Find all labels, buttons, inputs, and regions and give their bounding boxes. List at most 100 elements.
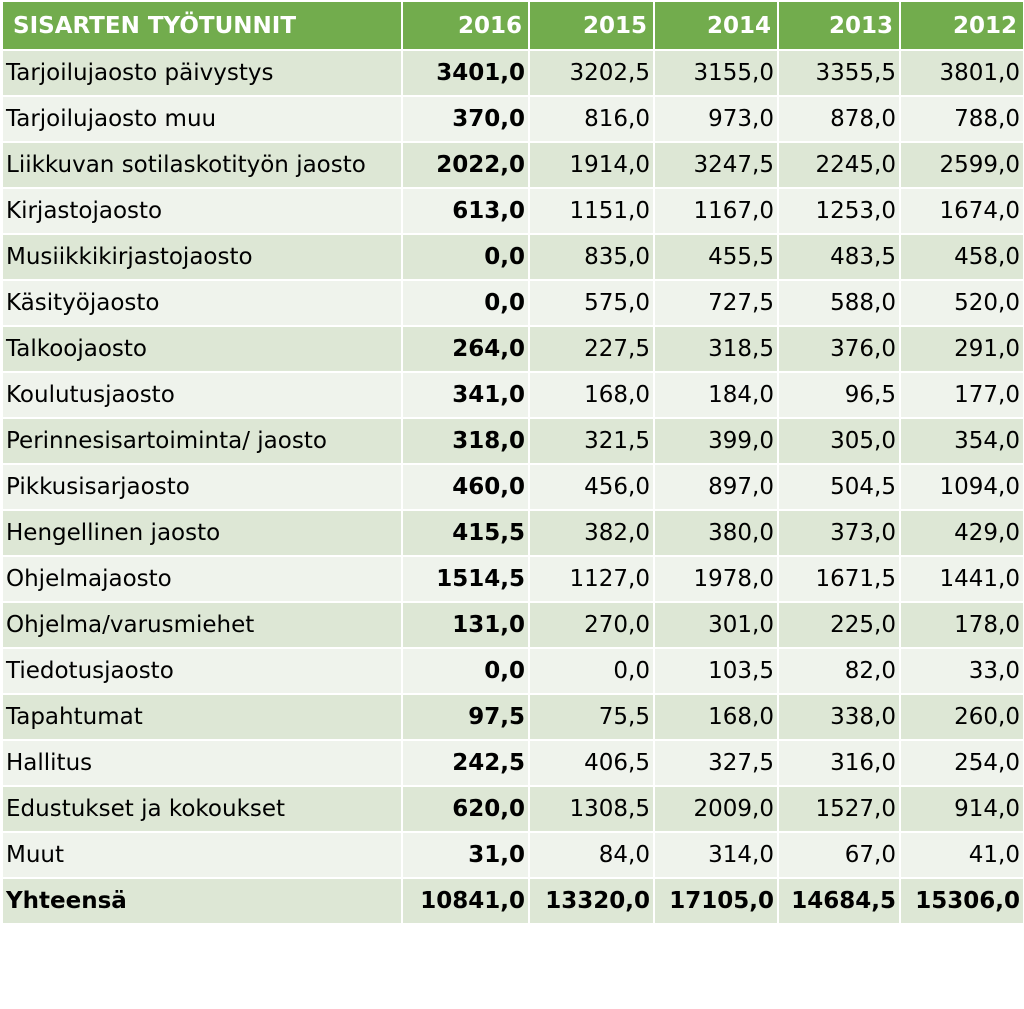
cell-value: 3801,0	[899, 49, 1024, 97]
cell-value: 10841,0	[401, 877, 530, 925]
row-label: Tiedotusjaosto	[1, 647, 403, 695]
cell-value: 2599,0	[899, 141, 1024, 189]
cell-value: 1167,0	[653, 187, 779, 235]
cell-value: 1308,5	[528, 785, 655, 833]
cell-value: 0,0	[401, 647, 530, 695]
table-row: Muut 31,0 84,0 314,0 67,0 41,0	[1, 831, 1024, 879]
table-row: Kirjastojaosto 613,0 1151,0 1167,0 1253,0 167…	[1, 187, 1024, 235]
table-row: Tarjoilujaosto muu 370,0 816,0 973,0 878,0 78…	[1, 95, 1024, 143]
cell-value: 1514,5	[401, 555, 530, 603]
table-row: Perinnesisartoiminta/ jaosto 318,0 321,5 39…	[1, 417, 1024, 465]
cell-value: 3202,5	[528, 49, 655, 97]
row-label: Perinnesisartoiminta/ jaosto	[1, 417, 403, 465]
cell-value: 897,0	[653, 463, 779, 511]
cell-value: 458,0	[899, 233, 1024, 281]
total-row: Yhteensä 10841,0 13320,0 17105,0 14684,5 1530…	[1, 877, 1024, 925]
row-label: Talkoojaosto	[1, 325, 403, 373]
cell-value: 225,0	[777, 601, 901, 649]
table-row: Tapahtumat 97,5 75,5 168,0 338,0 260,0	[1, 693, 1024, 741]
cell-value: 318,5	[653, 325, 779, 373]
cell-value: 483,5	[777, 233, 901, 281]
cell-value: 1527,0	[777, 785, 901, 833]
cell-value: 370,0	[401, 95, 530, 143]
row-label: Pikkusisarjaosto	[1, 463, 403, 511]
cell-value: 168,0	[528, 371, 655, 419]
cell-value: 354,0	[899, 417, 1024, 465]
cell-value: 456,0	[528, 463, 655, 511]
cell-value: 1253,0	[777, 187, 901, 235]
header-year-2014: 2014	[653, 0, 779, 51]
table-row: Hallitus 242,5 406,5 327,5 316,0 254,0	[1, 739, 1024, 787]
cell-value: 103,5	[653, 647, 779, 695]
cell-value: 3355,5	[777, 49, 901, 97]
cell-value: 14684,5	[777, 877, 901, 925]
cell-value: 82,0	[777, 647, 901, 695]
cell-value: 2022,0	[401, 141, 530, 189]
cell-value: 613,0	[401, 187, 530, 235]
cell-value: 382,0	[528, 509, 655, 557]
cell-value: 227,5	[528, 325, 655, 373]
cell-value: 17105,0	[653, 877, 779, 925]
cell-value: 75,5	[528, 693, 655, 741]
table-row: Tarjoilujaosto päivystys 3401,0 3202,5 3155…	[1, 49, 1024, 97]
row-label: Hallitus	[1, 739, 403, 787]
table-row: Edustukset ja kokoukset 620,0 1308,5 2009,0…	[1, 785, 1024, 833]
cell-value: 520,0	[899, 279, 1024, 327]
cell-value: 270,0	[528, 601, 655, 649]
cell-value: 260,0	[899, 693, 1024, 741]
header-year-2013: 2013	[777, 0, 901, 51]
cell-value: 878,0	[777, 95, 901, 143]
cell-value: 376,0	[777, 325, 901, 373]
table-row: Ohjelmajaosto 1514,5 1127,0 1978,0 1671,5 144…	[1, 555, 1024, 603]
cell-value: 0,0	[528, 647, 655, 695]
work-hours-table: SISARTEN TYÖTUNNIT 2016 2015 2014 2013 2…	[1, 0, 1024, 925]
cell-value: 341,0	[401, 371, 530, 419]
cell-value: 0,0	[401, 233, 530, 281]
cell-value: 321,5	[528, 417, 655, 465]
header-year-2016: 2016	[401, 0, 530, 51]
row-label: Tapahtumat	[1, 693, 403, 741]
table-header: SISARTEN TYÖTUNNIT 2016 2015 2014 2013 2…	[1, 0, 1024, 51]
cell-value: 1671,5	[777, 555, 901, 603]
row-label: Tarjoilujaosto päivystys	[1, 49, 403, 97]
cell-value: 96,5	[777, 371, 901, 419]
row-label: Ohjelma/varusmiehet	[1, 601, 403, 649]
cell-value: 301,0	[653, 601, 779, 649]
table-row: Hengellinen jaosto 415,5 382,0 380,0 373,0 42…	[1, 509, 1024, 557]
cell-value: 380,0	[653, 509, 779, 557]
cell-value: 67,0	[777, 831, 901, 879]
row-label: Hengellinen jaosto	[1, 509, 403, 557]
cell-value: 1127,0	[528, 555, 655, 603]
cell-value: 1151,0	[528, 187, 655, 235]
cell-value: 835,0	[528, 233, 655, 281]
cell-value: 327,5	[653, 739, 779, 787]
cell-value: 184,0	[653, 371, 779, 419]
cell-value: 3155,0	[653, 49, 779, 97]
cell-value: 2245,0	[777, 141, 901, 189]
cell-value: 429,0	[899, 509, 1024, 557]
header-title: SISARTEN TYÖTUNNIT	[1, 0, 403, 51]
cell-value: 788,0	[899, 95, 1024, 143]
cell-value: 406,5	[528, 739, 655, 787]
cell-value: 291,0	[899, 325, 1024, 373]
cell-value: 338,0	[777, 693, 901, 741]
cell-value: 13320,0	[528, 877, 655, 925]
cell-value: 460,0	[401, 463, 530, 511]
cell-value: 177,0	[899, 371, 1024, 419]
table-row: Tiedotusjaosto 0,0 0,0 103,5 82,0 33,0	[1, 647, 1024, 695]
cell-value: 1094,0	[899, 463, 1024, 511]
cell-value: 0,0	[401, 279, 530, 327]
cell-value: 178,0	[899, 601, 1024, 649]
cell-value: 1914,0	[528, 141, 655, 189]
cell-value: 31,0	[401, 831, 530, 879]
header-year-2012: 2012	[899, 0, 1024, 51]
row-label: Muut	[1, 831, 403, 879]
cell-value: 415,5	[401, 509, 530, 557]
cell-value: 316,0	[777, 739, 901, 787]
cell-value: 914,0	[899, 785, 1024, 833]
cell-value: 3247,5	[653, 141, 779, 189]
cell-value: 314,0	[653, 831, 779, 879]
cell-value: 1674,0	[899, 187, 1024, 235]
cell-value: 168,0	[653, 693, 779, 741]
cell-value: 816,0	[528, 95, 655, 143]
